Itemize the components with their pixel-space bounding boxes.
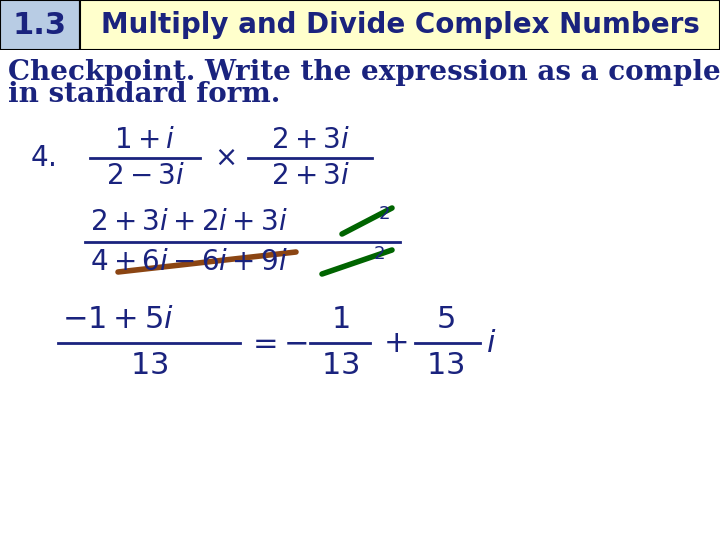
Text: $4.$: $4.$ — [30, 145, 55, 172]
Text: $13$: $13$ — [130, 350, 168, 381]
Bar — [80, 0, 720, 50]
Text: $13$: $13$ — [321, 350, 359, 381]
Text: $+$: $+$ — [383, 328, 408, 357]
Text: $4 + 6i - 6i + 9i$: $4 + 6i - 6i + 9i$ — [90, 248, 288, 275]
Text: $-1 + 5i$: $-1 + 5i$ — [62, 305, 174, 335]
Bar — [0, 0, 80, 50]
Text: $2 + 3i + 2i + 3i$: $2 + 3i + 2i + 3i$ — [90, 208, 288, 235]
Text: Checkpoint. Write the expression as a complex number: Checkpoint. Write the expression as a co… — [8, 58, 720, 85]
Text: $13$: $13$ — [426, 350, 464, 381]
Text: $=$: $=$ — [247, 328, 277, 357]
Text: Multiply and Divide Complex Numbers: Multiply and Divide Complex Numbers — [101, 11, 699, 39]
Text: $2$: $2$ — [373, 245, 384, 263]
Text: $i$: $i$ — [486, 327, 496, 359]
Text: $2 + 3i$: $2 + 3i$ — [271, 163, 349, 190]
Text: $1$: $1$ — [330, 305, 349, 335]
Text: $1 + i$: $1 + i$ — [114, 126, 176, 153]
Text: $5$: $5$ — [436, 305, 454, 335]
Text: $\times$: $\times$ — [215, 144, 235, 172]
Text: $2$: $2$ — [378, 205, 390, 223]
Text: $-$: $-$ — [283, 328, 307, 357]
Text: 1.3: 1.3 — [13, 10, 67, 39]
Text: $2 + 3i$: $2 + 3i$ — [271, 126, 349, 153]
Text: $2 - 3i$: $2 - 3i$ — [106, 163, 184, 190]
Text: in standard form.: in standard form. — [8, 80, 280, 107]
